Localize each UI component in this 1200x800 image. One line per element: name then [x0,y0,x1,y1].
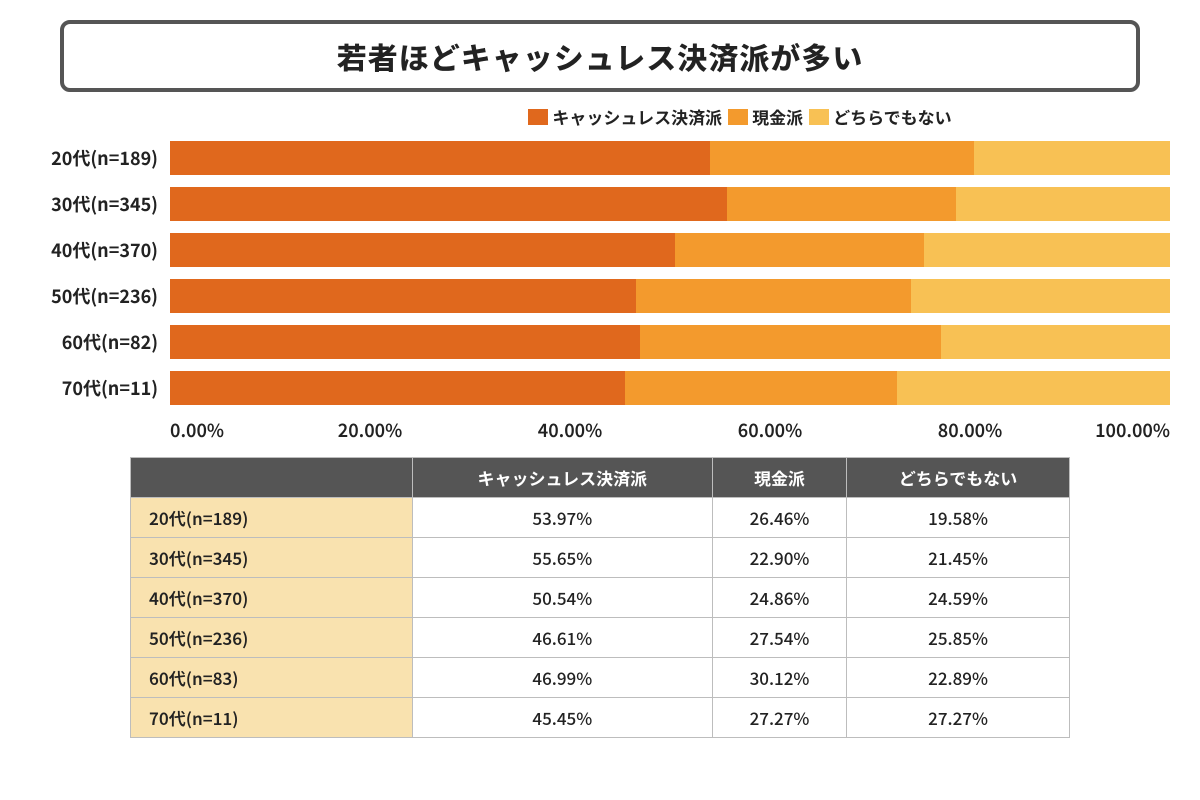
bar-row-label: 60代(n=82) [30,329,170,355]
table-cell: 24.59% [847,578,1070,618]
bar-segment [897,371,1170,405]
table-header-row: キャッシュレス決済派現金派どちらでもない [131,458,1070,498]
bar-segment [170,325,640,359]
table-row: 70代(n=11)45.45%27.27%27.27% [131,698,1070,738]
axis-tick: 80.00% [938,417,1002,443]
table-row-label: 40代(n=370) [131,578,413,618]
table-cell: 22.90% [712,538,846,578]
bar-row: 60代(n=82) [170,319,1170,365]
table-column-header: どちらでもない [847,458,1070,498]
bar-segment [170,233,675,267]
stacked-bar-chart: 20代(n=189)30代(n=345)40代(n=370)50代(n=236)… [30,135,1170,443]
bar-row: 50代(n=236) [170,273,1170,319]
table-row-label: 50代(n=236) [131,618,413,658]
bar-segment [675,233,924,267]
chart-legend: キャッシュレス決済派 現金派 どちらでもない [30,104,1170,129]
bar-row-label: 40代(n=370) [30,237,170,263]
table-cell: 24.86% [712,578,846,618]
bar-row: 20代(n=189) [170,135,1170,181]
table-cell: 46.99% [412,658,712,698]
table-cell: 53.97% [412,498,712,538]
legend-item: 現金派 [728,104,803,129]
table-row: 20代(n=189)53.97%26.46%19.58% [131,498,1070,538]
bar-segment [710,141,975,175]
stacked-bar [170,371,1170,405]
bar-row: 30代(n=345) [170,181,1170,227]
bar-segment [170,141,710,175]
table-row-label: 30代(n=345) [131,538,413,578]
bar-segment [974,141,1170,175]
bar-row-label: 70代(n=11) [30,375,170,401]
legend-label: キャッシュレス決済派 [552,104,722,129]
table-row: 40代(n=370)50.54%24.86%24.59% [131,578,1070,618]
legend-swatch [728,109,748,125]
table-row: 60代(n=83)46.99%30.12%22.89% [131,658,1070,698]
axis-tick: 100.00% [1095,417,1170,443]
bar-row: 40代(n=370) [170,227,1170,273]
table-cell: 26.46% [712,498,846,538]
axis-tick: 60.00% [738,417,802,443]
table-cell: 27.54% [712,618,846,658]
table-row-label: 60代(n=83) [131,658,413,698]
bar-segment [170,187,727,221]
table-row: 50代(n=236)46.61%27.54%25.85% [131,618,1070,658]
axis-tick: 20.00% [338,417,402,443]
table-cell: 30.12% [712,658,846,698]
legend-label: 現金派 [752,104,803,129]
axis-tick: 40.00% [538,417,602,443]
bar-segment [911,279,1170,313]
stacked-bar [170,279,1170,313]
bar-row-label: 30代(n=345) [30,191,170,217]
table-row-label: 20代(n=189) [131,498,413,538]
table-cell: 50.54% [412,578,712,618]
data-table: キャッシュレス決済派現金派どちらでもない 20代(n=189)53.97%26.… [130,457,1070,738]
table-cell: 22.89% [847,658,1070,698]
bar-row-label: 20代(n=189) [30,145,170,171]
legend-item: キャッシュレス決済派 [528,104,722,129]
bar-row: 70代(n=11) [170,365,1170,411]
stacked-bar [170,141,1170,175]
legend-item: どちらでもない [809,104,952,129]
table-cell: 25.85% [847,618,1070,658]
bar-segment [924,233,1170,267]
bar-segment [941,325,1170,359]
table-cell: 46.61% [412,618,712,658]
legend-label: どちらでもない [833,104,952,129]
stacked-bar [170,187,1170,221]
bar-segment [170,371,625,405]
bar-segment [170,279,636,313]
table-row: 30代(n=345)55.65%22.90%21.45% [131,538,1070,578]
bar-row-label: 50代(n=236) [30,283,170,309]
x-axis: 0.00% 20.00% 40.00% 60.00% 80.00% 100.00% [170,415,1170,443]
table-column-header: キャッシュレス決済派 [412,458,712,498]
table-cell: 55.65% [412,538,712,578]
bar-segment [625,371,898,405]
table-body: 20代(n=189)53.97%26.46%19.58%30代(n=345)55… [131,498,1070,738]
table-cell: 27.27% [712,698,846,738]
table-row-label: 70代(n=11) [131,698,413,738]
table-cell: 45.45% [412,698,712,738]
stacked-bar [170,233,1170,267]
legend-swatch [809,109,829,125]
table-cell: 19.58% [847,498,1070,538]
bar-segment [956,187,1171,221]
data-table-wrapper: キャッシュレス決済派現金派どちらでもない 20代(n=189)53.97%26.… [130,457,1070,738]
bar-segment [727,187,956,221]
table-cell: 21.45% [847,538,1070,578]
stacked-bar [170,325,1170,359]
bar-segment [636,279,911,313]
legend-swatch [528,109,548,125]
axis-tick: 0.00% [170,417,224,443]
bar-segment [640,325,941,359]
table-column-header: 現金派 [712,458,846,498]
table-corner-header [131,458,413,498]
table-cell: 27.27% [847,698,1070,738]
chart-title: 若者ほどキャッシュレス決済派が多い [60,20,1140,92]
